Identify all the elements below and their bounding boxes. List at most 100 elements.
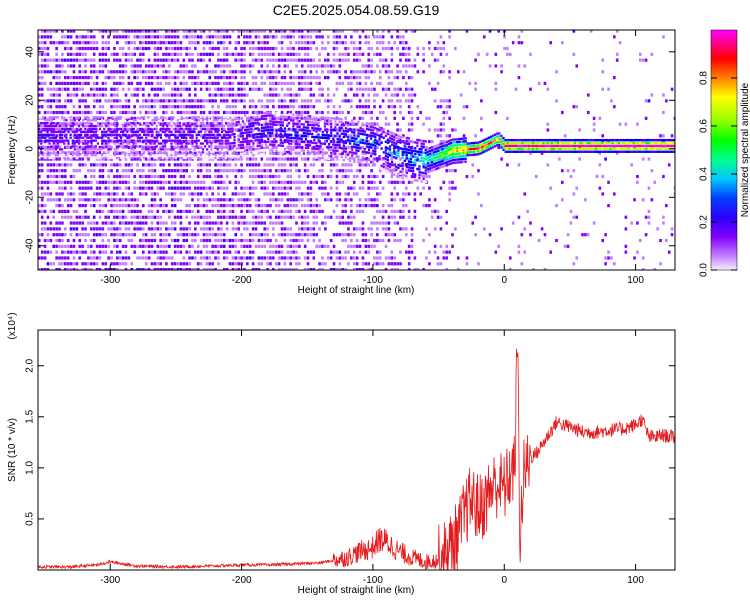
spectrogram-noise-cell <box>662 145 665 150</box>
spectrogram-noise-cell <box>647 215 651 219</box>
spectrogram-noise-cell <box>196 262 200 266</box>
spectrogram-noise-cell <box>211 244 214 248</box>
spectrogram-ridge-cell <box>182 156 186 160</box>
spectrogram-noise-cell <box>113 105 116 109</box>
spectrogram-noise-cell <box>563 244 567 248</box>
spectrogram-ridge-cell <box>143 133 146 137</box>
spectrogram-noise-cell <box>156 58 160 62</box>
spectrogram-noise-cell <box>321 64 324 68</box>
spectrogram-noise-cell <box>127 209 131 214</box>
spectrogram-noise-cell <box>101 209 105 214</box>
spectrogram-ridge-cell <box>115 136 118 139</box>
spectrogram-noise-cell <box>199 157 203 161</box>
spectrogram-noise-cell <box>127 35 131 39</box>
spectrogram-ridge-cell <box>52 151 55 154</box>
spectrogram-ridge-cell <box>180 156 184 160</box>
spectrogram-noise-cell <box>72 110 76 115</box>
spectrogram-ridge-cell <box>164 121 167 125</box>
spectrogram-ridge-cell <box>111 133 114 137</box>
spectrogram-noise-cell <box>170 110 174 115</box>
spectrogram-noise-cell <box>413 93 417 97</box>
spectrogram-ridge-cell <box>48 127 51 131</box>
spectrogram-noise-cell <box>176 105 180 109</box>
spectrogram-noise-cell <box>280 35 284 39</box>
spectrogram-ridge-cell <box>113 124 116 128</box>
spectrogram-noise-cell <box>303 58 307 62</box>
spectrogram-noise-cell <box>367 35 371 39</box>
spectrogram-noise-cell <box>266 256 269 260</box>
spectrogram-noise-cell <box>139 268 142 270</box>
spectrogram-noise-cell <box>298 122 301 126</box>
spectrogram-noise-cell <box>601 58 605 62</box>
spectrogram-noise-cell <box>222 81 226 86</box>
spectrogram-noise-cell <box>269 46 272 51</box>
spectrogram-noise-cell <box>121 174 125 179</box>
spectrogram-noise-cell <box>352 250 356 254</box>
spectrogram-noise-cell <box>84 46 87 51</box>
spectrogram-noise-cell <box>378 238 382 243</box>
spectrogram-noise-cell <box>211 41 214 45</box>
spectrogram-noise-cell <box>326 198 330 202</box>
spectrogram-noise-cell <box>555 99 558 103</box>
spectrogram-noise-cell <box>364 81 368 86</box>
spectrogram-noise-cell <box>38 52 41 56</box>
spectrogram-noise-cell <box>228 76 232 80</box>
spectrogram-noise-cell <box>153 41 157 45</box>
spectrogram-noise-cell <box>303 268 307 270</box>
spectrogram-noise-cell <box>179 180 183 184</box>
spectrogram-noise-cell <box>136 116 139 120</box>
spectrogram-noise-cell <box>55 93 58 97</box>
spectrogram-noise-cell <box>390 157 394 161</box>
spectrogram-noise-cell <box>58 58 61 62</box>
spectrogram-noise-cell <box>237 110 240 115</box>
spectrogram-noise-cell <box>179 99 183 103</box>
spectrogram-noise-cell <box>254 268 258 270</box>
spectrogram-noise-cell <box>263 70 266 74</box>
spectrogram-noise-cell <box>251 110 255 115</box>
spectrogram-noise-cell <box>217 221 220 225</box>
spectrogram-noise-cell <box>61 250 64 254</box>
spectrogram-noise-cell <box>104 30 108 33</box>
spectrogram-noise-cell <box>373 105 376 109</box>
spectrogram-noise-cell <box>84 215 87 219</box>
spectrogram-noise-cell <box>107 198 110 202</box>
spectrogram-noise-cell <box>87 105 90 109</box>
spectrogram-ridge-cell <box>189 151 192 154</box>
spectrogram-ridge-cell <box>75 121 79 125</box>
spectrogram-noise-cell <box>43 180 47 184</box>
spectrogram-noise-cell <box>248 221 252 225</box>
spectrogram-noise-cell <box>390 268 394 270</box>
spectrogram-noise-cell <box>633 256 636 260</box>
spectrogram-noise-cell <box>234 52 238 56</box>
spectrogram-noise-cell <box>110 122 113 126</box>
spectrogram-noise-cell <box>324 192 327 196</box>
spectrogram-noise-cell <box>92 35 96 39</box>
spectrogram-noise-cell <box>118 250 122 254</box>
spectrogram-noise-cell <box>332 105 336 109</box>
spectrogram-noise-cell <box>49 250 53 254</box>
spectrogram-noise-cell <box>292 93 295 97</box>
spectrogram-noise-cell <box>231 105 235 109</box>
spectrogram-noise-cell <box>49 169 53 173</box>
spectrogram-noise-cell <box>199 186 203 190</box>
spectrogram-noise-cell <box>139 116 142 120</box>
spectrogram-noise-cell <box>222 233 226 237</box>
spectrogram-noise-cell <box>482 35 486 39</box>
spectrogram-noise-cell <box>188 244 191 248</box>
spectrogram-noise-cell <box>344 122 347 126</box>
spectrogram-ridge-cell <box>48 133 51 137</box>
spectrogram-noise-cell <box>225 81 229 86</box>
spectrogram-noise-cell <box>350 238 353 243</box>
spectrogram-ridge-cell <box>176 127 179 131</box>
spectrogram-noise-cell <box>419 110 423 115</box>
spectrogram-noise-cell <box>240 262 243 266</box>
spectrogram-ridge-cell <box>40 151 43 154</box>
spectrogram-ridge-cell <box>170 142 173 145</box>
spectrogram-noise-cell <box>266 233 269 237</box>
spectrogram-ridge-cell <box>113 148 116 151</box>
spectrogram-ridge-cell <box>117 127 121 131</box>
spectrogram-noise-cell <box>64 145 67 150</box>
spectrogram-noise-cell <box>194 87 197 91</box>
spectrogram-noise-cell <box>376 46 379 51</box>
spectrogram-noise-cell <box>286 227 290 231</box>
